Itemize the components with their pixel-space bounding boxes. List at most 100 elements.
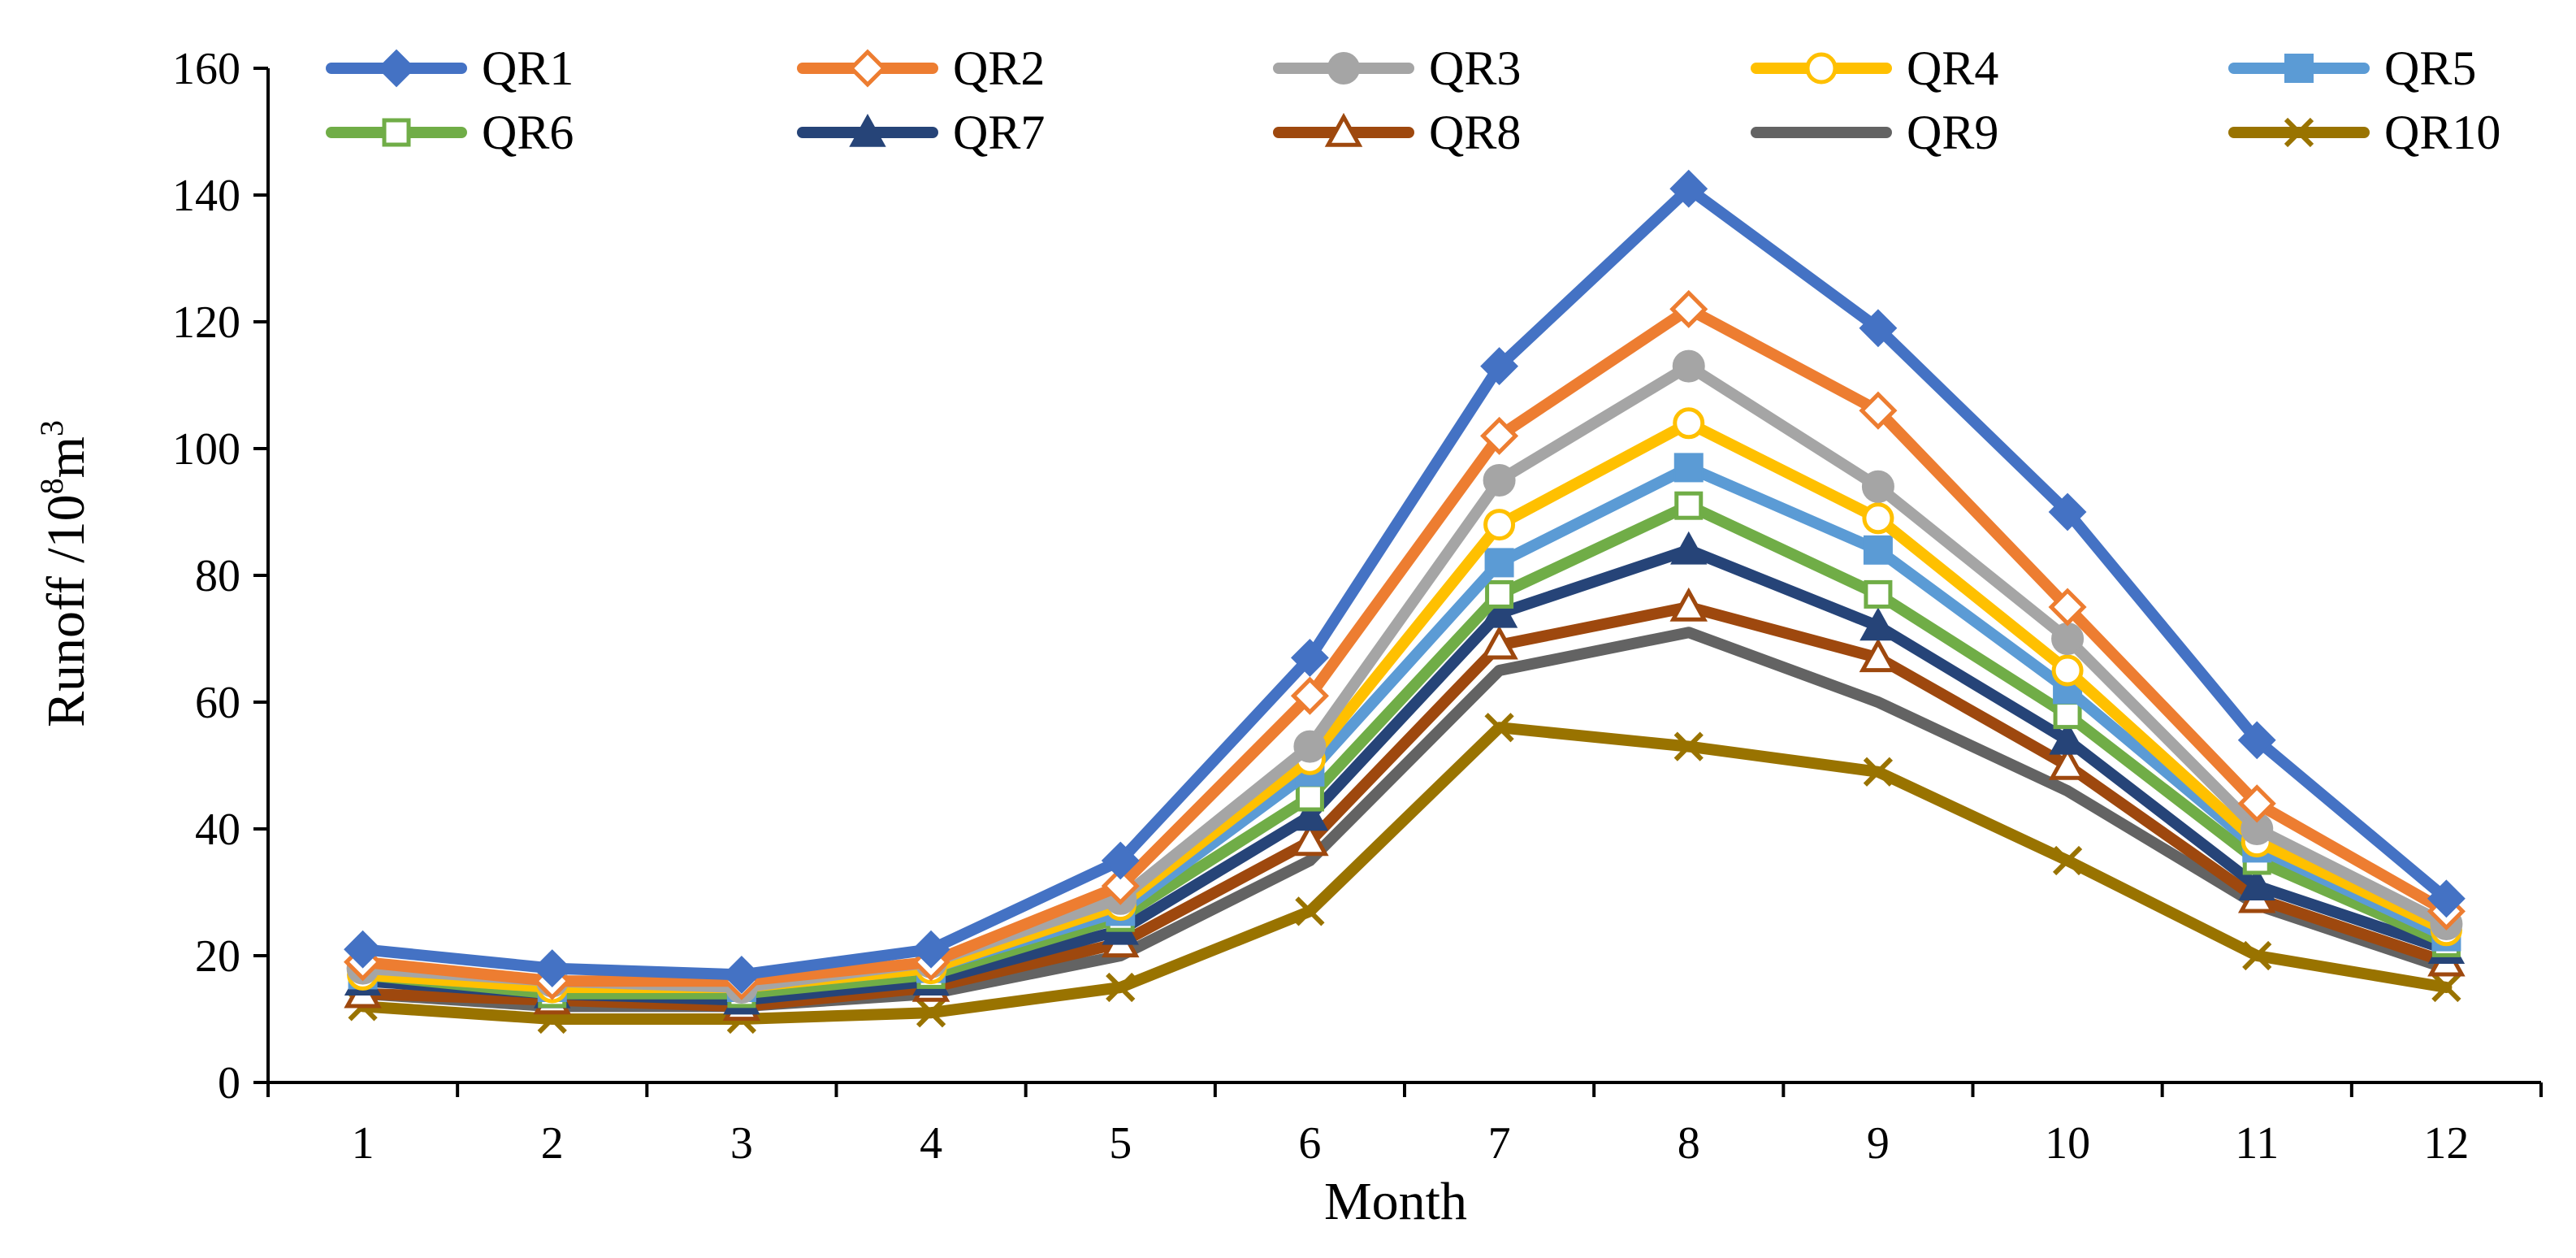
legend-label-qr2: QR2 — [953, 41, 1045, 95]
legend-item-qr9: QR9 — [1751, 106, 1998, 159]
data-point-qr2 — [1101, 866, 1140, 905]
legend-marker-qr4 — [1805, 52, 1838, 85]
series-qr1 — [344, 169, 2466, 994]
x-axis-title: Month — [1324, 1172, 1467, 1231]
data-point-qr1 — [1291, 638, 1329, 677]
legend-item-qr4: QR4 — [1751, 41, 1998, 95]
y-tick-label: 60 — [195, 678, 240, 728]
x-tick-label: 5 — [1109, 1118, 1132, 1169]
legend-label-qr7: QR7 — [953, 106, 1045, 159]
data-point-qr8 — [1480, 625, 1518, 660]
data-point-qr10 — [2431, 972, 2461, 1003]
legend-label-qr4: QR4 — [1907, 41, 1998, 95]
data-point-qr7 — [2238, 867, 2275, 900]
series-qr2 — [344, 289, 2466, 1000]
x-tick-label: 1 — [352, 1118, 374, 1169]
data-point-qr5 — [1673, 453, 1704, 483]
legend-label-qr3: QR3 — [1429, 41, 1521, 95]
y-tick-label: 140 — [172, 171, 240, 221]
y-tick-label: 0 — [218, 1058, 240, 1108]
legend-item-qr2: QR2 — [797, 41, 1045, 95]
y-tick-label: 100 — [172, 424, 240, 475]
data-point-qr2 — [1669, 289, 1708, 328]
data-point-qr1 — [1101, 841, 1140, 880]
legend-marker-qr7 — [849, 113, 886, 147]
x-tick-label: 12 — [2423, 1118, 2469, 1169]
data-point-qr1 — [911, 930, 950, 969]
x-tick-label: 7 — [1488, 1118, 1511, 1169]
legend-label-qr6: QR6 — [482, 106, 574, 159]
data-point-qr4 — [1862, 502, 1894, 535]
legend-label-qr10: QR10 — [2384, 106, 2500, 159]
data-point-qr2 — [1859, 391, 1898, 430]
data-point-qr6 — [2053, 701, 2082, 730]
data-point-qr1 — [2237, 721, 2276, 760]
x-tick-label: 11 — [2235, 1118, 2279, 1169]
data-point-qr3 — [1672, 349, 1705, 383]
legend-marker-qr6 — [382, 118, 411, 147]
legend-item-qr10: QR10 — [2228, 106, 2500, 159]
legend-label-qr9: QR9 — [1907, 106, 1998, 159]
data-point-qr8 — [1291, 822, 1329, 857]
x-tick-label: 8 — [1678, 1118, 1700, 1169]
legend-item-qr6: QR6 — [326, 106, 574, 159]
data-point-qr1 — [2427, 879, 2466, 918]
data-point-qr3 — [1483, 464, 1516, 497]
series-line-qr2 — [357, 303, 2453, 987]
data-point-qr10 — [1295, 896, 1325, 926]
data-point-qr1 — [533, 949, 572, 988]
legend-marker-qr1 — [377, 49, 416, 88]
data-point-qr2 — [2048, 588, 2087, 627]
data-point-qr5 — [1863, 535, 1893, 565]
series-line-qr8 — [357, 601, 2453, 1013]
data-point-qr1 — [1669, 169, 1708, 208]
data-point-qr7 — [1859, 607, 1897, 641]
y-tick-label: 20 — [195, 931, 240, 982]
legend-marker-qr3 — [1327, 52, 1360, 85]
x-tick-label: 3 — [730, 1118, 753, 1169]
legend-item-qr1: QR1 — [326, 41, 574, 95]
x-tick-label: 9 — [1867, 1118, 1890, 1169]
data-point-qr10 — [2052, 845, 2083, 876]
data-point-qr6 — [1485, 579, 1514, 609]
x-tick-label: 4 — [920, 1118, 942, 1169]
x-tick-label: 2 — [541, 1118, 564, 1169]
legend-marker-qr5 — [2284, 54, 2314, 83]
x-axis-ticks: 1 2 3 4 5 6 7 8 9 10 11 12 — [266, 1082, 2543, 1169]
series-qr5 — [348, 453, 2461, 1002]
legend-label-qr5: QR5 — [2384, 41, 2476, 95]
series-line-qr10 — [357, 722, 2453, 1025]
y-tick-label: 160 — [172, 44, 240, 94]
data-point-qr5 — [1484, 548, 1514, 578]
data-point-qr2 — [2237, 784, 2276, 823]
data-point-qr6 — [1295, 783, 1324, 812]
series-line-qr1 — [357, 183, 2453, 981]
data-point-qr2 — [1480, 416, 1519, 455]
data-point-qr4 — [1673, 407, 1705, 440]
data-point-qr6 — [1674, 491, 1704, 520]
data-point-qr7 — [2049, 721, 2086, 755]
data-point-qr1 — [722, 955, 761, 994]
legend-marker-qr10 — [2284, 117, 2314, 148]
legend-label-qr8: QR8 — [1429, 106, 1521, 159]
data-point-qr3 — [1861, 470, 1894, 503]
data-point-qr10 — [2242, 940, 2272, 971]
data-point-qr7 — [1670, 531, 1708, 565]
series-qr4 — [347, 407, 2462, 1004]
series-lines — [344, 169, 2466, 1035]
legend-item-qr5: QR5 — [2228, 41, 2476, 95]
x-tick-label: 10 — [2045, 1118, 2090, 1169]
data-point-qr2 — [1290, 676, 1329, 715]
data-point-qr8 — [1859, 638, 1898, 673]
data-point-qr1 — [2048, 492, 2087, 531]
y-tick-label: 120 — [172, 297, 240, 348]
data-point-qr8 — [2048, 745, 2087, 780]
y-tick-label: 40 — [195, 805, 240, 855]
data-point-qr10 — [1484, 713, 1514, 743]
series-line-qr6 — [357, 500, 2453, 1000]
x-tick-label: 6 — [1298, 1118, 1321, 1169]
data-point-qr4 — [1483, 509, 1516, 541]
data-point-qr1 — [1859, 309, 1898, 348]
data-point-qr10 — [916, 998, 946, 1028]
